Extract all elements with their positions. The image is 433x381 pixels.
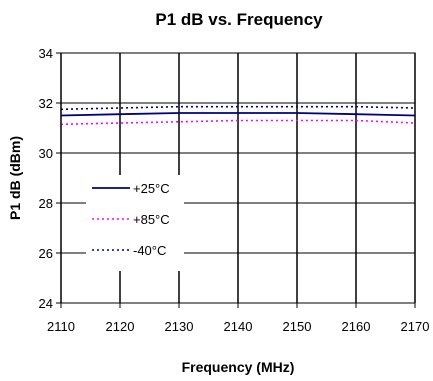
legend-label-3: -40°C <box>133 243 166 258</box>
chart-title: P1 dB vs. Frequency <box>155 10 323 29</box>
series-layer <box>60 105 416 126</box>
x-axis-ticks: 2110 2120 2130 2140 2150 2160 2170 <box>47 303 429 334</box>
x-tick-label: 2140 <box>224 319 253 334</box>
legend-box <box>86 175 184 271</box>
x-axis-title: Frequency (MHz) <box>182 359 295 375</box>
x-tick-label: 2110 <box>47 319 75 334</box>
y-tick-label: 24 <box>39 296 53 311</box>
x-tick-label: 2160 <box>342 319 371 334</box>
series-line-1 <box>60 112 416 117</box>
y-axis-title: P1 dB (dBm) <box>7 136 23 220</box>
y-tick-label: 28 <box>39 196 53 211</box>
x-tick-label: 2150 <box>283 319 312 334</box>
legend-label-1: +25°C <box>133 181 170 196</box>
plot-frame <box>60 52 416 304</box>
legend: +25°C +85°C -40°C <box>86 175 184 271</box>
y-tick-label: 26 <box>39 246 53 261</box>
y-tick-label: 32 <box>39 96 53 111</box>
y-tick-label: 34 <box>39 46 53 61</box>
y-tick-label: 30 <box>39 146 53 161</box>
y-axis-ticks: 24 26 28 30 32 34 <box>39 46 61 311</box>
x-tick-label: 2120 <box>106 319 135 334</box>
legend-label-2: +85°C <box>133 212 170 227</box>
series-line-2 <box>60 119 416 126</box>
series-line-3 <box>60 105 416 111</box>
x-tick-label: 2130 <box>165 319 194 334</box>
x-tick-label: 2170 <box>401 319 430 334</box>
